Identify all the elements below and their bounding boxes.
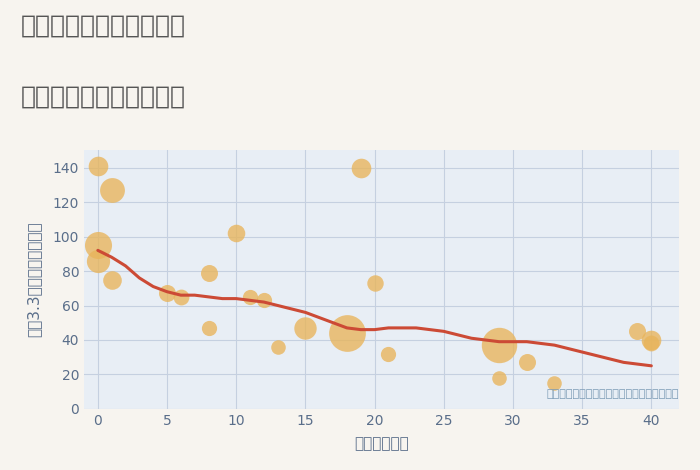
- Text: 築年数別中古戸建て価格: 築年数別中古戸建て価格: [21, 85, 186, 109]
- Point: [645, 336, 657, 344]
- Point: [632, 328, 643, 335]
- Point: [272, 343, 284, 351]
- Point: [522, 359, 533, 366]
- Point: [203, 269, 214, 276]
- Point: [549, 379, 560, 387]
- Point: [300, 324, 311, 332]
- Point: [355, 164, 366, 172]
- Point: [175, 293, 186, 301]
- Point: [92, 257, 104, 265]
- Point: [92, 162, 104, 170]
- X-axis label: 築年数（年）: 築年数（年）: [354, 436, 409, 451]
- Point: [258, 297, 270, 304]
- Point: [106, 186, 118, 194]
- Point: [92, 242, 104, 249]
- Point: [369, 279, 380, 287]
- Text: 大阪府和泉市小野田町の: 大阪府和泉市小野田町の: [21, 14, 186, 38]
- Point: [342, 329, 353, 337]
- Point: [494, 341, 505, 349]
- Point: [162, 290, 173, 297]
- Y-axis label: 坪（3.3㎡）単価（万円）: 坪（3.3㎡）単価（万円）: [27, 222, 42, 337]
- Point: [244, 293, 256, 301]
- Point: [383, 350, 394, 358]
- Point: [230, 229, 241, 237]
- Text: 円の大きさは、取引のあった物件面積を示す: 円の大きさは、取引のあった物件面積を示す: [547, 389, 679, 399]
- Point: [203, 324, 214, 332]
- Point: [106, 276, 118, 283]
- Point: [645, 340, 657, 347]
- Point: [494, 374, 505, 382]
